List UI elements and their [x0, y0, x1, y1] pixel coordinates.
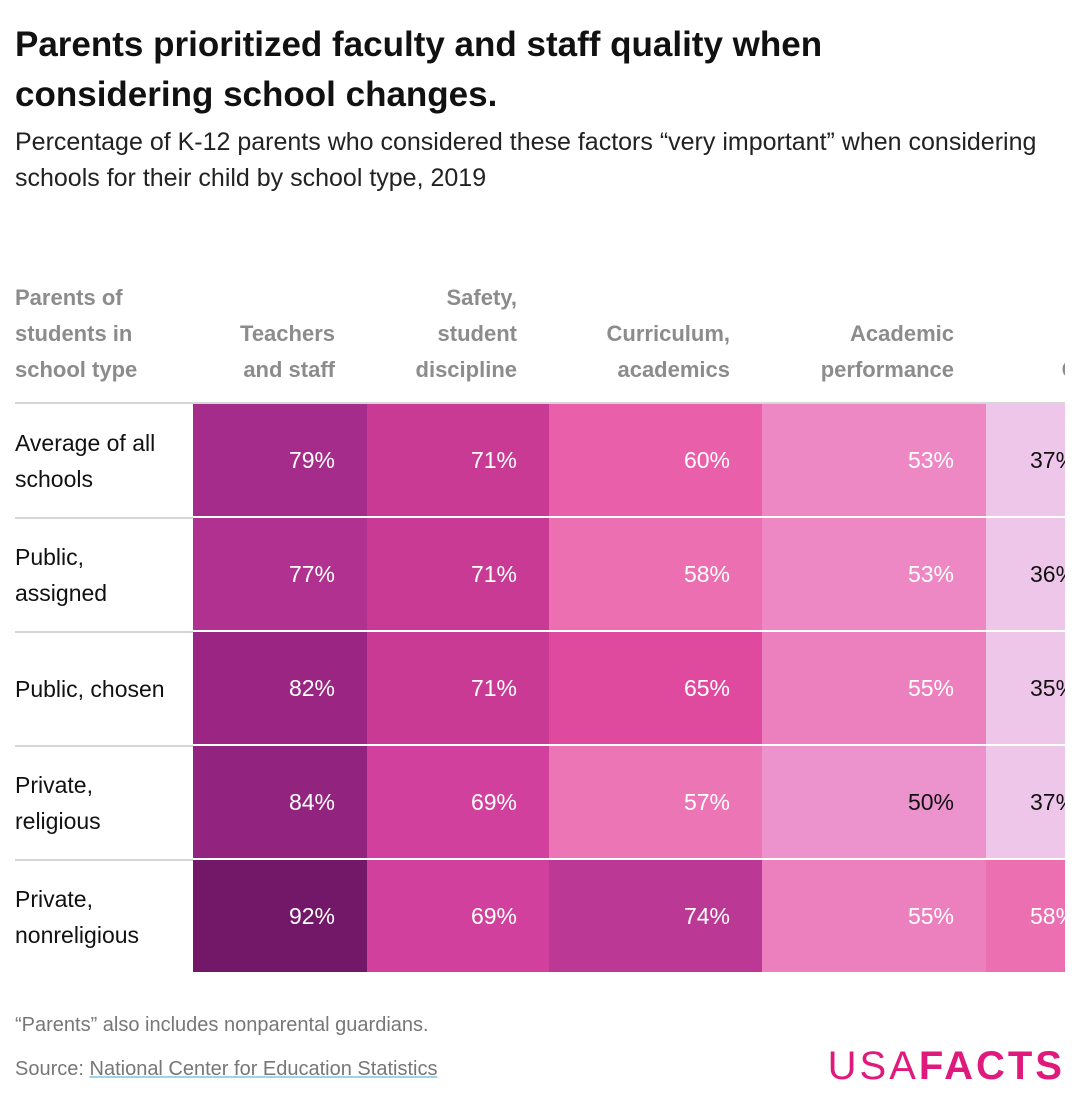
row-label: Public, assigned [15, 544, 108, 606]
cell: 69% [367, 746, 549, 858]
cell: 55% [762, 860, 986, 972]
cell: 92% [193, 860, 367, 972]
cell: 37% [986, 746, 1065, 858]
row-label: Private, nonreligious [15, 886, 140, 948]
row-label: Private, religious [15, 772, 101, 834]
cell: 57% [549, 746, 762, 858]
logo-bold: FACTS [918, 1044, 1065, 1088]
cell: 53% [762, 404, 986, 516]
header-text: Teachers and staff [240, 321, 335, 382]
cell: 53% [762, 518, 986, 630]
row-rule [15, 517, 193, 519]
logo: USAFACTS [828, 1044, 1065, 1089]
row-rule [15, 745, 193, 747]
row-label: Public, chosen [15, 676, 165, 702]
cell: 50% [762, 746, 986, 858]
header-text: Safety, student discipline [415, 285, 517, 382]
cell: 36% [986, 518, 1065, 630]
cell: 82% [193, 632, 367, 744]
cell: 74% [549, 860, 762, 972]
cell: 71% [367, 404, 549, 516]
header-text: Curriculum, academics [606, 321, 730, 382]
cell: 79% [193, 404, 367, 516]
column-header: Academic performance [762, 280, 954, 388]
cell: 60% [549, 404, 762, 516]
row-label: Average of all schools [15, 430, 156, 492]
cell: 77% [193, 518, 367, 630]
column-header: Class size [986, 280, 1065, 388]
cell: 84% [193, 746, 367, 858]
cell: 69% [367, 860, 549, 972]
source-link[interactable]: National Center for Education Statistics [89, 1058, 438, 1080]
cell: 65% [549, 632, 762, 744]
cell: 37% [986, 404, 1065, 516]
header-text: Parents of students in school type [15, 285, 138, 382]
header-rule [15, 402, 1065, 404]
cell: 35% [986, 632, 1065, 744]
footnote: “Parents” also includes nonparental guar… [15, 1014, 429, 1036]
cell: 71% [367, 518, 549, 630]
header-text: Class size [1028, 352, 1065, 388]
source-label: Source: [15, 1058, 84, 1080]
logo-light: USA [827, 1044, 919, 1088]
cell: 55% [762, 632, 986, 744]
cell: 71% [367, 632, 549, 744]
source: Source: National Center for Education St… [15, 1058, 437, 1081]
column-header: Teachers and staff [193, 280, 335, 388]
table: Parents of students in school type Teache… [0, 280, 1065, 980]
header-text: Academic performance [820, 321, 954, 382]
cell: 58% [549, 518, 762, 630]
cell: 58% [986, 860, 1065, 972]
column-header: Parents of students in school type [15, 280, 185, 388]
row-rule [15, 859, 193, 861]
column-header: Safety, student discipline [367, 280, 517, 388]
column-header: Curriculum, academics [549, 280, 730, 388]
subtitle: Percentage of K-12 parents who considere… [15, 128, 1037, 192]
row-rule [15, 631, 193, 633]
title: Parents prioritized faculty and staff qu… [15, 25, 823, 114]
